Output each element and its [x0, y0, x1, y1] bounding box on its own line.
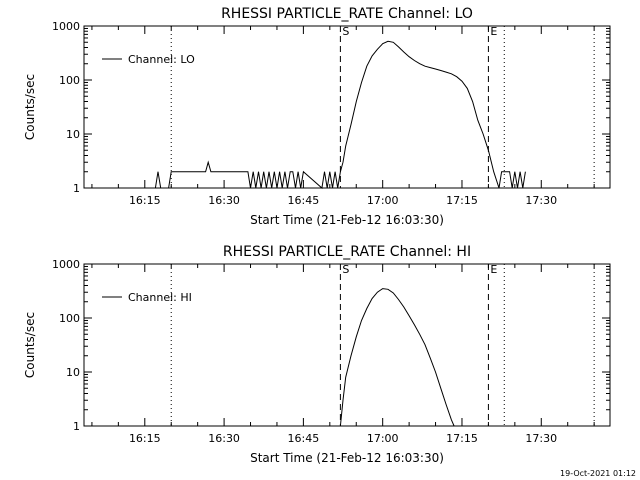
chart-title-lo: RHESSI PARTICLE_RATE Channel: LO: [221, 6, 473, 22]
x-tick-label-hi: 17:00: [367, 432, 399, 445]
y-tick-label-hi: 100: [59, 312, 80, 325]
panel-hi: RHESSI PARTICLE_RATE Channel: HI 1 10 100 10…: [23, 244, 611, 465]
x-tick-label-lo: 17:15: [446, 194, 478, 207]
y-tick-label-hi: 10: [66, 366, 80, 379]
series-line-lo: [154, 40, 526, 189]
event-marker-label-lo: E: [490, 25, 497, 38]
y-tick-label-lo: 1: [73, 182, 80, 195]
y-tick-label-hi: 1000: [52, 258, 80, 271]
x-tick-label-lo: 17:30: [525, 194, 557, 207]
chart-title-hi: RHESSI PARTICLE_RATE Channel: HI: [223, 244, 471, 260]
legend-label-lo: Channel: LO: [128, 53, 195, 66]
event-marker-label-hi: S: [342, 263, 349, 276]
y-axis-label-hi: Counts/sec: [23, 312, 37, 378]
series-line-hi: [339, 288, 455, 427]
x-tick-label-lo: 16:45: [288, 194, 320, 207]
x-tick-label-hi: 17:30: [525, 432, 557, 445]
y-axis-label-lo: Counts/sec: [23, 74, 37, 140]
x-tick-label-hi: 16:30: [208, 432, 240, 445]
x-tick-label-hi: 17:15: [446, 432, 478, 445]
y-tick-label-lo: 100: [59, 74, 80, 87]
event-marker-label-hi: E: [490, 263, 497, 276]
y-tick-label-hi: 1: [73, 420, 80, 433]
x-axis-label-hi: Start Time (21-Feb-12 16:03:30): [250, 451, 444, 465]
legend-label-hi: Channel: HI: [128, 291, 192, 304]
x-tick-label-hi: 16:45: [288, 432, 320, 445]
y-tick-label-lo: 10: [66, 128, 80, 141]
x-tick-label-lo: 16:15: [129, 194, 161, 207]
panel-lo: RHESSI PARTICLE_RATE Channel: LO 1 10 100 10…: [23, 6, 611, 227]
timestamp: 19-Oct-2021 01:12: [560, 469, 636, 478]
event-marker-label-lo: S: [342, 25, 349, 38]
x-tick-label-lo: 16:30: [208, 194, 240, 207]
x-tick-label-lo: 17:00: [367, 194, 399, 207]
x-tick-label-hi: 16:15: [129, 432, 161, 445]
plot-frame-lo: [83, 25, 611, 189]
x-axis-label-lo: Start Time (21-Feb-12 16:03:30): [250, 213, 444, 227]
y-tick-label-lo: 1000: [52, 20, 80, 33]
plot-frame-hi: [83, 263, 611, 427]
